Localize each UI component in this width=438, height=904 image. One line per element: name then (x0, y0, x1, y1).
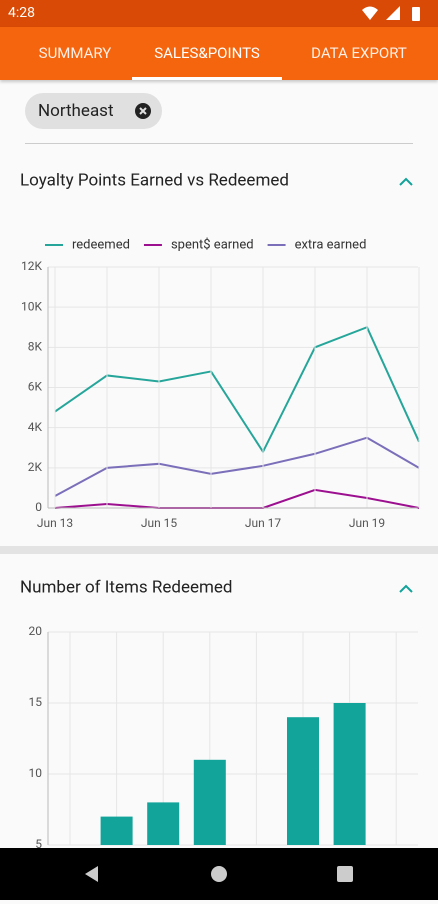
bar (100, 816, 133, 845)
data-line (54, 488, 420, 509)
nav-bar (0, 848, 438, 900)
x-tick-label: Jun 19 (349, 516, 385, 530)
x-tick-label: Jun 17 (245, 516, 282, 530)
filter-chip[interactable]: Northeast (25, 93, 162, 129)
y-tick-label: 4K (28, 420, 43, 434)
y-tick-label: 12K (21, 259, 42, 273)
data-line (54, 436, 420, 497)
legend-label: spent$ earned (171, 237, 254, 252)
bar (333, 703, 366, 845)
tab-indicator (132, 77, 282, 80)
y-tick-label: 6K (28, 380, 43, 394)
status-icons (362, 6, 420, 21)
y-tick-label: 0 (35, 500, 42, 514)
tab-bar: SUMMARY SALES&POINTS DATA EXPORT (0, 27, 438, 80)
y-tick-label: 5 (35, 837, 42, 848)
tab[interactable]: DATA EXPORT (311, 44, 407, 62)
nav-icons (85, 866, 353, 882)
y-tick-label: 15 (29, 695, 43, 709)
x-tick-label: Jun 15 (141, 516, 178, 530)
y-tick-label: 8K (28, 340, 43, 354)
status-time: 4:28 (8, 5, 35, 21)
tab[interactable]: SUMMARY (38, 44, 112, 62)
x-tick-label: Jun 13 (37, 516, 73, 530)
section-separator (0, 546, 438, 554)
chip-label: Northeast (38, 101, 114, 121)
bar (193, 759, 226, 845)
bar (287, 717, 319, 845)
divider (25, 143, 413, 144)
y-tick-label: 20 (29, 624, 43, 638)
charts: Loyalty Points Earned vs Redeemed 0 2K 4K 6K… (20, 170, 420, 848)
y-tick-label: 10K (21, 299, 42, 313)
legend-label: extra earned (295, 237, 367, 252)
y-tick-label: 10 (29, 766, 43, 780)
y-tick-label: 2K (28, 460, 43, 474)
collapse-chevron[interactable] (399, 584, 413, 593)
chip-close[interactable] (135, 103, 151, 119)
chart-title: Loyalty Points Earned vs Redeemed (20, 170, 289, 190)
chart-title: Number of Items Redeemed (20, 577, 232, 597)
data-line (54, 325, 420, 454)
status-bar: 4:28 (0, 0, 438, 27)
legend-label: redeemed (72, 237, 130, 252)
tab[interactable]: SALES&POINTS (154, 44, 260, 62)
bar (147, 802, 180, 845)
collapse-chevron[interactable] (399, 177, 413, 186)
